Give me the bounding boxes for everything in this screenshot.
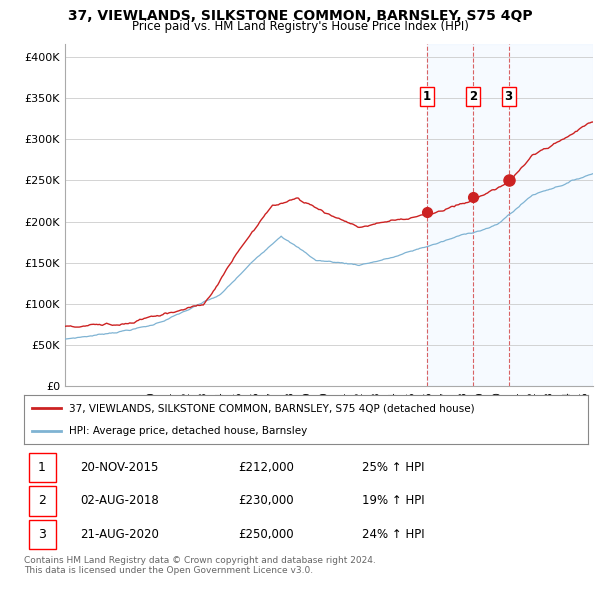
Text: 24% ↑ HPI: 24% ↑ HPI — [362, 528, 425, 541]
FancyBboxPatch shape — [29, 486, 56, 516]
Text: 3: 3 — [38, 528, 46, 541]
Text: Contains HM Land Registry data © Crown copyright and database right 2024.: Contains HM Land Registry data © Crown c… — [24, 556, 376, 565]
Text: 25% ↑ HPI: 25% ↑ HPI — [362, 461, 425, 474]
Text: 37, VIEWLANDS, SILKSTONE COMMON, BARNSLEY, S75 4QP: 37, VIEWLANDS, SILKSTONE COMMON, BARNSLE… — [68, 9, 532, 24]
Text: £212,000: £212,000 — [238, 461, 294, 474]
Bar — [427, 44, 593, 386]
Text: 1: 1 — [38, 461, 46, 474]
Text: 19% ↑ HPI: 19% ↑ HPI — [362, 494, 425, 507]
Text: 02-AUG-2018: 02-AUG-2018 — [80, 494, 159, 507]
Text: 3: 3 — [505, 90, 512, 103]
Text: Price paid vs. HM Land Registry's House Price Index (HPI): Price paid vs. HM Land Registry's House … — [131, 20, 469, 33]
Text: 1: 1 — [422, 90, 431, 103]
Text: 21-AUG-2020: 21-AUG-2020 — [80, 528, 159, 541]
Text: This data is licensed under the Open Government Licence v3.0.: This data is licensed under the Open Gov… — [24, 566, 313, 575]
Text: 2: 2 — [469, 90, 477, 103]
Text: HPI: Average price, detached house, Barnsley: HPI: Average price, detached house, Barn… — [69, 425, 307, 435]
Text: 37, VIEWLANDS, SILKSTONE COMMON, BARNSLEY, S75 4QP (detached house): 37, VIEWLANDS, SILKSTONE COMMON, BARNSLE… — [69, 404, 475, 414]
Text: £230,000: £230,000 — [238, 494, 294, 507]
Text: 2: 2 — [38, 494, 46, 507]
FancyBboxPatch shape — [29, 520, 56, 549]
Text: £250,000: £250,000 — [238, 528, 294, 541]
Text: 20-NOV-2015: 20-NOV-2015 — [80, 461, 159, 474]
FancyBboxPatch shape — [29, 453, 56, 482]
